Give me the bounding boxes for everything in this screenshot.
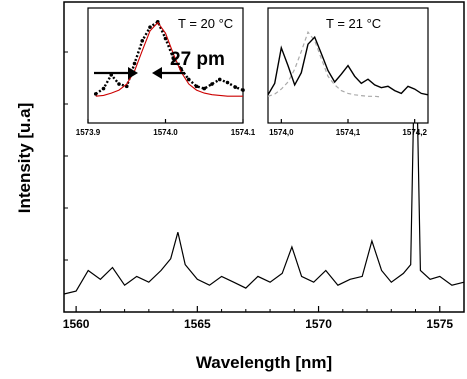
inset-left-frame [87, 7, 244, 124]
x-axis-label: Wavelength [nm] [196, 353, 332, 372]
main-x-ticks: 1560 1565 1570 1575 [63, 51, 453, 331]
inset-left-x-tick-label: 1574.0 [153, 128, 178, 137]
inset-right: 1574,0 1574,1 1574,2 T = 21 °C [267, 7, 429, 137]
inset-left-data-point [210, 82, 214, 86]
inset-right-series-group [267, 30, 429, 98]
inset-left-x-tick-label: 1574.1 [231, 128, 256, 137]
inset-left-data-point [148, 25, 152, 29]
inset-left-data-point [202, 86, 207, 91]
inset-left-x-ticks: 1573.9 1574.0 1574.1 [76, 119, 256, 137]
inset-left-data-point [155, 20, 160, 24]
fwhm-label: 27 pm [170, 49, 225, 70]
main-plot-frame [63, 1, 465, 313]
fwhm-arrowhead-right [152, 67, 162, 79]
inset-left-data-point [233, 85, 238, 89]
main-x-tick-label: 1570 [305, 317, 332, 331]
main-x-tick-label: 1565 [184, 317, 211, 331]
fwhm-arrowhead-left [128, 67, 138, 79]
main-spectrum-line [63, 11, 465, 295]
inset-right-x-tick-label: 1574,0 [269, 128, 294, 137]
inset-right-x-tick-label: 1574,2 [402, 128, 427, 137]
inset-left: 1573.9 1574.0 1574.1 T = 20 °C 27 pm [76, 7, 256, 137]
inset-left-data-point [225, 80, 230, 85]
inset-right-x-tick-label: 1574,1 [336, 128, 361, 137]
fwhm-arrows [94, 67, 185, 79]
inset-left-series-group [93, 20, 245, 97]
inset-left-title: T = 20 °C [178, 16, 233, 31]
inset-left-data-point [117, 82, 121, 86]
inset-left-fit-line [95, 21, 243, 97]
main-x-tick-label: 1575 [426, 317, 453, 331]
main-x-tick-label: 1560 [63, 317, 90, 331]
inset-left-data-point [171, 56, 176, 61]
inset-right-dashed-line [267, 30, 382, 98]
main-series-group [63, 11, 465, 295]
inset-right-solid-line [267, 35, 429, 96]
inset-left-data-point [101, 86, 106, 91]
y-axis-label: Intensity [u.a] [15, 103, 34, 214]
inset-left-data-point [217, 77, 222, 82]
inset-left-data-point [163, 36, 168, 41]
inset-right-title: T = 21 °C [326, 16, 381, 31]
inset-left-data-point [93, 92, 98, 96]
inset-left-x-tick-label: 1573.9 [76, 128, 101, 137]
inset-left-data-point [194, 84, 199, 89]
inset-left-data-point [186, 77, 191, 82]
inset-right-x-ticks: 1574,0 1574,1 1574,2 [269, 119, 427, 137]
inset-left-data-point [140, 38, 145, 43]
inset-left-data-point [132, 61, 137, 66]
inset-left-data-point [241, 88, 245, 92]
